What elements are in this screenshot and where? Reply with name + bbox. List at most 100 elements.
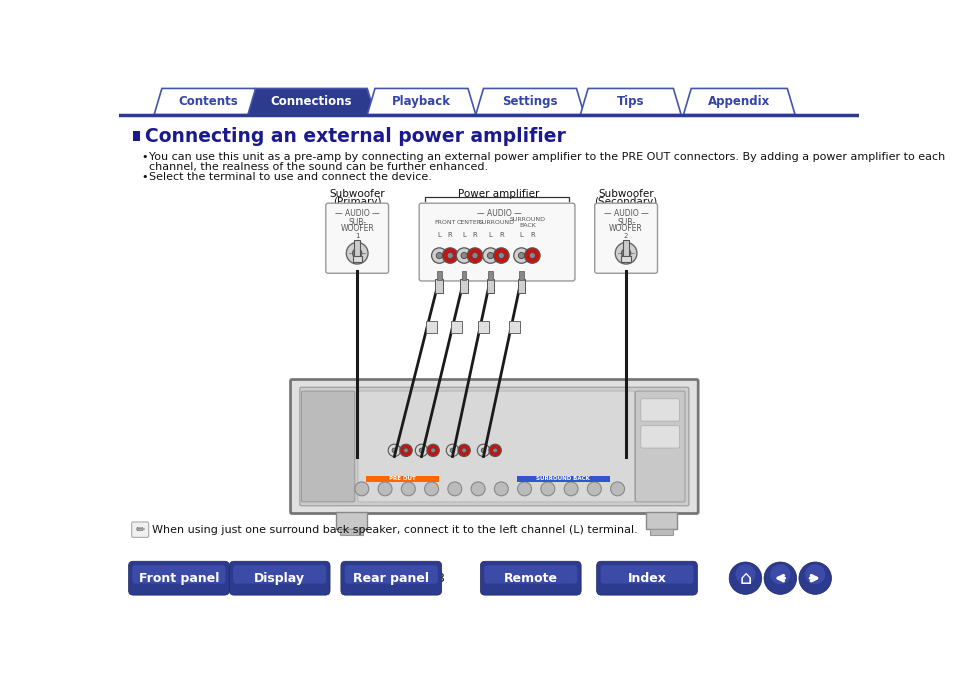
Circle shape [488,444,500,456]
Circle shape [442,248,457,263]
Bar [340,529,363,535]
Circle shape [513,248,529,263]
Circle shape [436,252,442,258]
FancyBboxPatch shape [129,561,229,595]
Text: L: L [519,232,523,238]
Text: (Secondary): (Secondary) [594,197,657,207]
Polygon shape [682,88,794,114]
Bar [517,476,609,482]
Bar [517,279,525,293]
Circle shape [728,562,760,594]
FancyBboxPatch shape [233,565,326,583]
Text: Settings: Settings [501,95,558,108]
Circle shape [620,248,630,258]
Circle shape [529,252,535,258]
Circle shape [476,444,489,456]
Circle shape [517,252,524,258]
FancyBboxPatch shape [480,561,580,595]
Text: L: L [461,232,466,238]
Bar [461,271,466,280]
Polygon shape [476,88,583,114]
Bar [436,271,441,280]
Polygon shape [579,88,680,114]
Circle shape [563,482,578,496]
Text: — AUDIO —: — AUDIO — [335,209,379,217]
Circle shape [493,248,509,263]
Circle shape [346,242,368,264]
FancyBboxPatch shape [229,561,330,595]
Text: SURROUND
BACK: SURROUND BACK [509,217,545,227]
Bar [620,256,630,262]
Circle shape [763,562,796,594]
FancyBboxPatch shape [340,561,441,595]
Text: Remote: Remote [503,571,558,585]
Circle shape [540,482,555,496]
Text: R: R [498,232,503,238]
Text: 2: 2 [623,234,628,240]
Text: WOOFER: WOOFER [340,224,374,233]
Bar [426,321,436,333]
Text: Playback: Playback [392,95,451,108]
Circle shape [798,562,831,594]
Circle shape [431,248,447,263]
Text: •: • [141,172,148,182]
Circle shape [471,482,484,496]
Circle shape [377,482,392,496]
Circle shape [399,444,412,456]
Circle shape [524,248,539,263]
FancyBboxPatch shape [640,426,679,448]
Text: R: R [472,232,476,238]
Text: (Primary): (Primary) [333,197,381,207]
FancyBboxPatch shape [325,203,388,273]
Circle shape [424,482,438,496]
Text: CENTER: CENTER [456,220,481,225]
Text: Front panel: Front panel [138,571,219,585]
Circle shape [427,444,439,456]
Text: R: R [447,232,452,238]
Text: 38: 38 [428,571,445,585]
Text: When using just one surround back speaker, connect it to the left channel (L) te: When using just one surround back speake… [152,525,637,534]
Text: Connecting an external power amplifier: Connecting an external power amplifier [145,127,565,145]
Text: Power amplifier: Power amplifier [457,188,539,199]
Bar [509,321,519,333]
Bar [486,279,494,293]
Text: L: L [436,232,441,238]
FancyBboxPatch shape [301,391,355,502]
Circle shape [482,248,497,263]
Circle shape [446,444,458,456]
Text: Display: Display [253,571,305,585]
Text: •: • [141,151,148,162]
Text: Contents: Contents [178,95,238,108]
Text: SURROUND BACK: SURROUND BACK [536,476,590,481]
Text: ⌂: ⌂ [739,569,751,588]
FancyBboxPatch shape [132,565,225,583]
Circle shape [447,252,453,258]
Text: FRONT: FRONT [434,220,455,225]
Polygon shape [154,88,262,114]
Circle shape [418,448,423,453]
FancyBboxPatch shape [484,565,577,583]
Bar [353,256,361,262]
Circle shape [431,448,435,453]
FancyBboxPatch shape [640,399,679,421]
FancyBboxPatch shape [418,203,575,281]
Text: You can use this unit as a pre-amp by connecting an external power amplifier to : You can use this unit as a pre-amp by co… [149,151,944,162]
FancyBboxPatch shape [299,387,688,506]
FancyBboxPatch shape [594,203,657,273]
Text: Index: Index [627,571,666,585]
Bar [451,321,461,333]
Text: L: L [488,232,492,238]
Circle shape [392,448,396,453]
Circle shape [735,565,755,584]
Circle shape [467,248,482,263]
Circle shape [769,565,790,584]
Text: Subwoofer: Subwoofer [598,188,653,199]
Bar [645,512,677,529]
Circle shape [804,565,824,584]
FancyBboxPatch shape [132,522,149,537]
Circle shape [493,448,497,453]
Circle shape [388,444,400,456]
Circle shape [461,448,466,453]
Circle shape [494,482,508,496]
FancyBboxPatch shape [596,561,697,595]
